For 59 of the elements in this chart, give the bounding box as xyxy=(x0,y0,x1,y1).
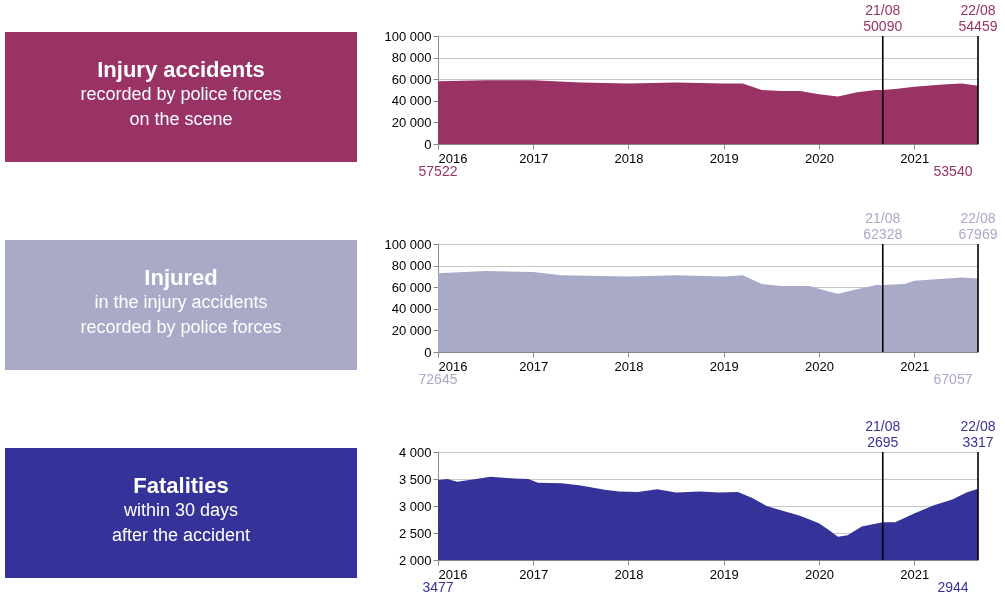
x-tick-label: 2016 xyxy=(438,566,468,582)
y-tick-label: 60 000 xyxy=(391,71,432,87)
x-tick-label: 2018 xyxy=(614,150,644,166)
x-tick-label: 2021 xyxy=(900,358,930,374)
y-tick-label: 0 xyxy=(424,344,432,360)
text: Injured xyxy=(144,265,218,290)
text: 22/08 xyxy=(960,2,996,18)
y-tick-label: 100 000 xyxy=(384,28,432,44)
text: 3317 xyxy=(962,434,994,450)
text: 21/08 xyxy=(865,418,901,434)
text: 21/08 xyxy=(865,2,901,18)
text: Injury accidents xyxy=(97,57,265,82)
x-tick-label: 2017 xyxy=(519,150,549,166)
text: 54459 xyxy=(958,18,998,34)
text: Fatalities xyxy=(133,473,229,498)
y-tick-label: 40 000 xyxy=(391,301,432,317)
text: 72645 xyxy=(418,371,458,387)
x-tick-label: 2018 xyxy=(614,358,644,374)
y-tick-label: 100 000 xyxy=(384,236,432,252)
text: 22/08 xyxy=(960,210,996,226)
text: 2944 xyxy=(937,579,969,595)
x-tick-label: 2017 xyxy=(519,358,549,374)
text: within 30 days after the accident xyxy=(111,500,251,545)
text: in the injury accidents recorded by police forces xyxy=(80,292,282,337)
text: 57522 xyxy=(418,163,458,179)
y-tick-label: 80 000 xyxy=(391,50,432,66)
text: recorded by police forces on the scene xyxy=(80,84,282,129)
text: 2695 xyxy=(867,434,899,450)
text: 62328 xyxy=(863,226,903,242)
y-tick-label: 20 000 xyxy=(391,114,432,130)
y-tick-label: 60 000 xyxy=(391,279,432,295)
y-tick-label: 3 000 xyxy=(398,498,432,514)
y-tick-label: 20 000 xyxy=(391,322,432,338)
y-tick-label: 0 xyxy=(424,136,432,152)
y-tick-label: 80 000 xyxy=(391,258,432,274)
text: 67969 xyxy=(958,226,998,242)
x-tick-label: 2019 xyxy=(709,358,739,374)
x-tick-label: 2020 xyxy=(804,150,834,166)
y-tick-label: 2 000 xyxy=(398,552,432,568)
y-tick-label: 3 500 xyxy=(398,471,432,487)
text: 22/08 xyxy=(960,418,996,434)
text: 50090 xyxy=(863,18,903,34)
x-tick-label: 2021 xyxy=(900,150,930,166)
text: 21/08 xyxy=(865,210,901,226)
text: 53540 xyxy=(933,163,973,179)
y-tick-label: 2 500 xyxy=(398,525,432,541)
y-tick-label: 4 000 xyxy=(398,444,432,460)
x-tick-label: 2019 xyxy=(709,150,739,166)
x-tick-label: 2020 xyxy=(804,566,834,582)
x-tick-label: 2019 xyxy=(709,566,739,582)
x-tick-label: 2021 xyxy=(900,566,930,582)
x-tick-label: 2020 xyxy=(804,358,834,374)
text: 67057 xyxy=(933,371,973,387)
x-tick-label: 2017 xyxy=(519,566,549,582)
text: 3477 xyxy=(422,579,454,595)
y-tick-label: 40 000 xyxy=(391,93,432,109)
x-tick-label: 2016 xyxy=(438,358,468,374)
x-tick-label: 2016 xyxy=(438,150,468,166)
x-tick-label: 2018 xyxy=(614,566,644,582)
